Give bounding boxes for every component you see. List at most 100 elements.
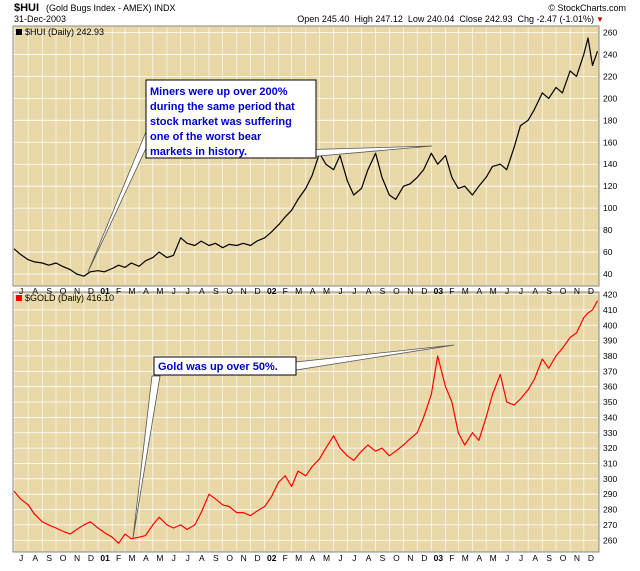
gold-x-tick-label: O [226, 553, 233, 563]
hui-x-tick-label: M [323, 286, 330, 296]
gold-x-tick-label: A [199, 553, 205, 563]
gold-x-tick-label: J [352, 553, 356, 563]
gold-x-tick-label: A [366, 553, 372, 563]
hui-x-tick-label: D [421, 286, 427, 296]
gold-x-tick-label: J [19, 553, 23, 563]
gold-y-tick-label: 420 [603, 290, 617, 300]
gold-x-tick-label: A [532, 553, 538, 563]
gold-legend: $GOLD (Daily) 416.10 [25, 293, 114, 303]
hui-x-tick-label: A [199, 286, 205, 296]
gold-x-tick-label: F [283, 553, 288, 563]
hui-x-tick-label: A [32, 286, 38, 296]
hui-x-tick-label: J [186, 286, 190, 296]
hui-legend: $HUI (Daily) 242.93 [25, 27, 104, 37]
gold-annotation-box [153, 356, 297, 376]
hui-x-tick-label: F [283, 286, 288, 296]
gold-y-tick-label: 320 [603, 443, 617, 453]
gold-x-tick-label: S [380, 553, 386, 563]
brand-label: © StockCharts.com [548, 3, 626, 13]
hui-x-tick-label: D [255, 286, 261, 296]
hui-annotation: Miners were up over 200% during the same … [150, 86, 295, 158]
hui-x-tick-label: F [116, 286, 121, 296]
gold-legend-swatch [16, 295, 22, 301]
hui-x-tick-label: J [172, 286, 176, 296]
gold-x-tick-label: 01 [100, 553, 110, 563]
gold-annotation: Gold was up over 50%. [158, 361, 278, 373]
gold-x-tick-label: M [128, 553, 135, 563]
hui-y-tick-label: 200 [603, 93, 617, 103]
hui-x-tick-label: M [156, 286, 163, 296]
gold-price-line [13, 300, 599, 544]
gold-y-tick-label: 260 [603, 535, 617, 545]
hui-y-tick-labels: 40 60 80 100 120 140 160 180 200 220 240 260 [603, 27, 617, 279]
gold-x-tick-label: D [421, 553, 427, 563]
gold-x-tick-label: 02 [267, 553, 277, 563]
gold-x-tick-label: J [338, 553, 342, 563]
hui-y-tick-label: 120 [603, 181, 617, 191]
hui-x-tick-label: A [143, 286, 149, 296]
hui-x-tick-label: O [60, 286, 67, 296]
gold-x-tick-label: N [574, 553, 580, 563]
hui-x-tick-label: 02 [267, 286, 277, 296]
hui-x-tick-label: O [560, 286, 567, 296]
hui-x-tick-label: A [532, 286, 538, 296]
gold-x-tick-label: J [505, 553, 509, 563]
gold-y-tick-label: 270 [603, 520, 617, 530]
hui-x-tick-label: F [449, 286, 454, 296]
hui-x-tick-label: M [462, 286, 469, 296]
hui-x-tick-label: D [588, 286, 594, 296]
gold-y-tick-label: 360 [603, 382, 617, 392]
hui-y-tick-label: 60 [603, 247, 613, 257]
hui-y-tick-label: 40 [603, 269, 613, 279]
gold-y-tick-label: 340 [603, 412, 617, 422]
gold-y-tick-label: 370 [603, 366, 617, 376]
hui-x-tick-label: J [352, 286, 356, 296]
gold-y-tick-label: 410 [603, 305, 617, 315]
gold-x-tick-label: A [143, 553, 149, 563]
gold-x-tick-label: S [213, 553, 219, 563]
hui-annotation-line: one of the worst bear [150, 131, 262, 143]
hui-x-tick-label: N [241, 286, 247, 296]
hui-x-tick-label: M [295, 286, 302, 296]
gold-x-tick-label: 03 [434, 553, 444, 563]
hui-annotation-box [145, 79, 317, 159]
gold-x-tick-label: N [241, 553, 247, 563]
gold-x-tick-label: F [449, 553, 454, 563]
hui-price-line [13, 37, 599, 277]
gold-y-tick-label: 290 [603, 489, 617, 499]
gold-x-tick-label: A [32, 553, 38, 563]
hui-legend-swatch [16, 29, 22, 35]
hui-x-tick-label: A [366, 286, 372, 296]
gold-x-tick-label: O [560, 553, 567, 563]
hui-x-tick-label: S [213, 286, 219, 296]
gold-x-tick-label: O [393, 553, 400, 563]
gold-x-tick-label: F [116, 553, 121, 563]
gold-x-tick-label: D [255, 553, 261, 563]
hui-x-tick-label: N [74, 286, 80, 296]
quote-summary: Open 245.40 High 247.12 Low 240.04 Close… [297, 14, 594, 24]
gold-x-tick-label: S [546, 553, 552, 563]
hui-y-tick-label: 80 [603, 225, 613, 235]
hui-y-tick-label: 260 [603, 27, 617, 37]
chart-date: 31-Dec-2003 [14, 14, 66, 24]
hui-x-tick-label: A [310, 286, 316, 296]
hui-annotation-line: stock market was suffering [150, 116, 292, 128]
hui-x-tick-label: 03 [434, 286, 444, 296]
hui-y-tick-label: 180 [603, 115, 617, 125]
hui-x-tick-labels: J A S O N D 01 F M A M J J A S O N D 02 F M A M J J A S O N D 03 F M A M J J… [19, 286, 594, 296]
gold-x-tick-label: D [588, 553, 594, 563]
gold-y-tick-label: 280 [603, 505, 617, 515]
ticker-symbol: $HUI [14, 2, 39, 14]
gold-x-tick-label: J [172, 553, 176, 563]
hui-y-tick-label: 100 [603, 203, 617, 213]
gold-x-tick-labels: J A S O N D 01 F M A M J J A S O N D 02 F M A M J J A S O N D 03 F M A M J J… [19, 553, 594, 563]
hui-x-tick-label: S [380, 286, 386, 296]
gold-y-tick-label: 310 [603, 458, 617, 468]
hui-x-tick-label: M [128, 286, 135, 296]
gold-gridlines [13, 293, 598, 551]
hui-y-tick-label: 240 [603, 49, 617, 59]
hui-annotation-line: Miners were up over 200% [150, 86, 288, 98]
gold-x-tick-label: M [490, 553, 497, 563]
gold-x-tick-label: D [88, 553, 94, 563]
